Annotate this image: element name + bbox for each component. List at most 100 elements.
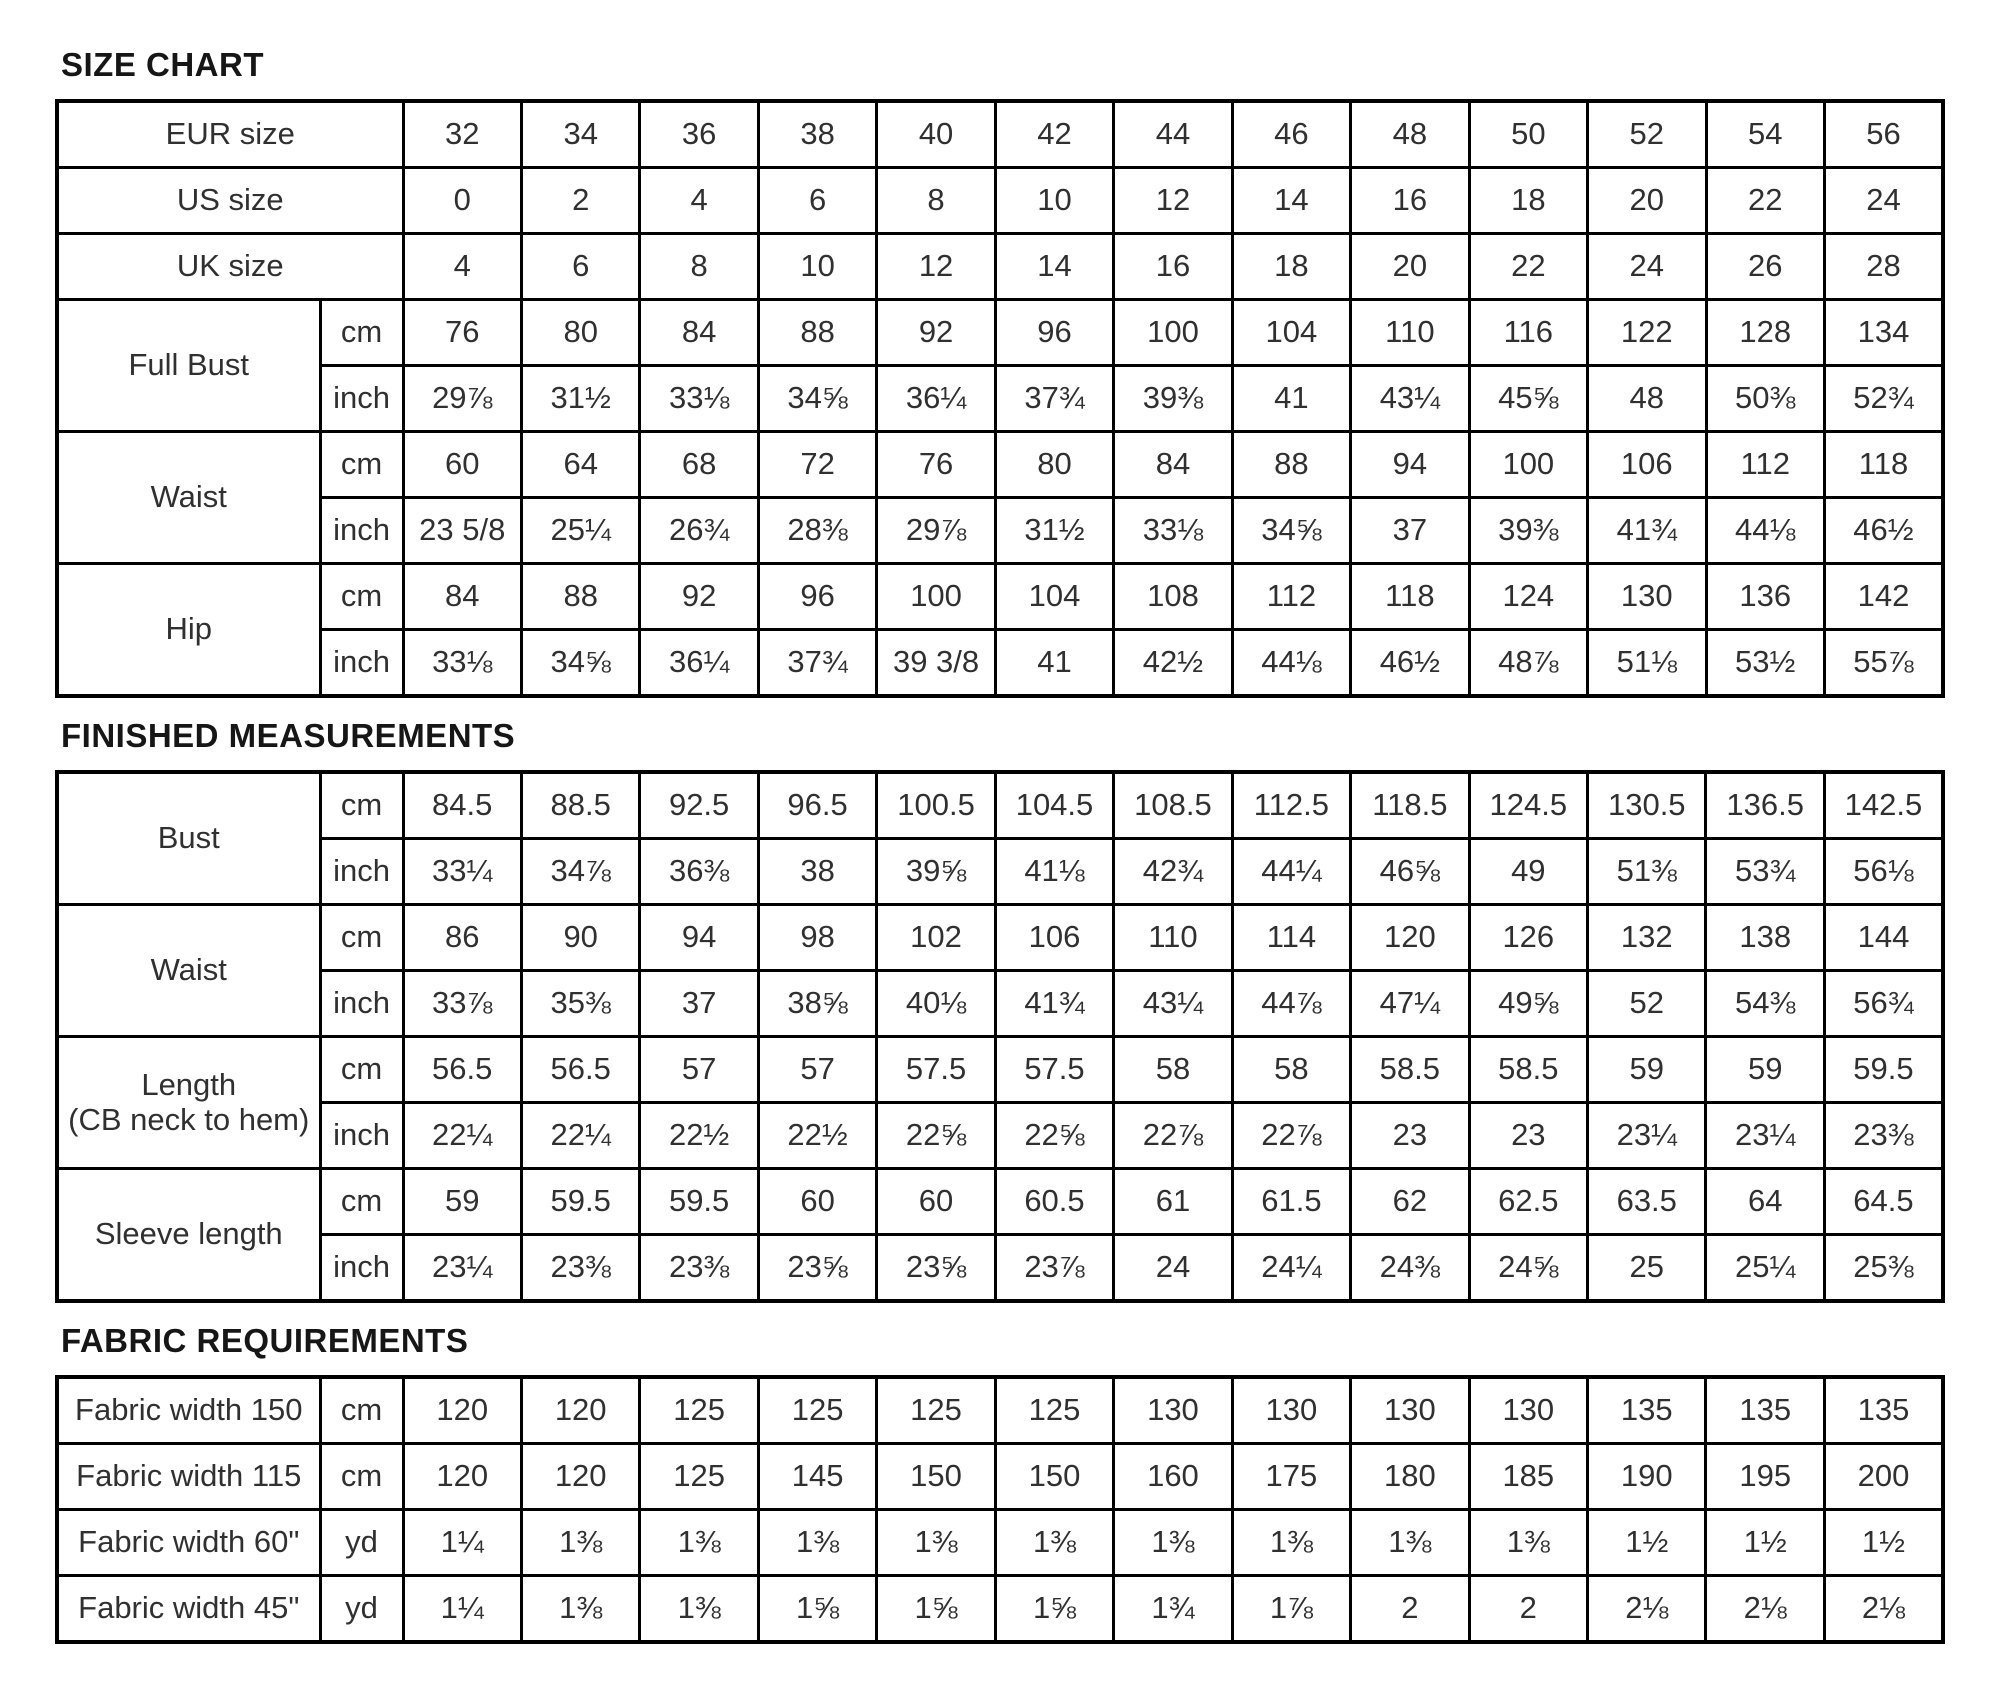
value-cell: 37 xyxy=(638,969,760,1038)
value-cell: 62 xyxy=(1349,1167,1471,1236)
value-cell: 24⅝ xyxy=(1467,1233,1590,1303)
value-cell: 20 xyxy=(1349,232,1471,301)
value-cell: 53½ xyxy=(1704,628,1826,698)
value-cell: 29⅞ xyxy=(401,364,523,433)
value-cell: 49 xyxy=(1467,837,1590,906)
value-cell: 10 xyxy=(993,166,1116,235)
value-cell: 110 xyxy=(1112,903,1234,972)
value-cell: 200 xyxy=(1822,1442,1945,1511)
table-row: Bust cm 84.5 88.5 92.5 96.5 100.5 104.5 108.5 112… xyxy=(55,770,1945,906)
value-cell: 96.5 xyxy=(756,770,879,840)
value-cell: 24⅜ xyxy=(1349,1233,1471,1303)
value-cell: 48⅞ xyxy=(1467,628,1590,698)
value-cell: 1⅜ xyxy=(519,1508,642,1577)
value-cell: 23⅞ xyxy=(993,1233,1116,1303)
value-cell: 135 xyxy=(1704,1375,1826,1445)
value-cell: 136.5 xyxy=(1704,770,1826,840)
value-cell: 6 xyxy=(756,166,879,235)
table-row: US size 0 2 4 6 8 10 12 14 16 18 20 22 24 xyxy=(55,166,1945,235)
value-cell: 42 xyxy=(993,99,1116,169)
row-label: Waist xyxy=(55,903,322,1038)
value-cell: 47¼ xyxy=(1349,969,1471,1038)
value-cell: 23⅜ xyxy=(638,1233,760,1303)
value-cell: 57.5 xyxy=(993,1035,1116,1104)
value-cell: 43¼ xyxy=(1349,364,1471,433)
value-cell: 1⅜ xyxy=(1112,1508,1234,1577)
value-cell: 120 xyxy=(519,1442,642,1511)
value-cell: 92.5 xyxy=(638,770,760,840)
value-cell: 1¾ xyxy=(1112,1574,1234,1644)
value-cell: 190 xyxy=(1586,1442,1708,1511)
value-cell: 57 xyxy=(638,1035,760,1104)
value-cell: 26 xyxy=(1704,232,1826,301)
value-cell: 25¼ xyxy=(519,496,642,565)
value-cell: 1½ xyxy=(1586,1508,1708,1577)
unit-label: inch xyxy=(318,364,405,433)
value-cell: 44 xyxy=(1112,99,1234,169)
value-cell: 24¼ xyxy=(1230,1233,1353,1303)
value-cell: 92 xyxy=(638,562,760,631)
value-cell: 104 xyxy=(1230,298,1353,367)
value-cell: 125 xyxy=(993,1375,1116,1445)
value-cell: 58 xyxy=(1230,1035,1353,1104)
value-cell: 52 xyxy=(1586,969,1708,1038)
row-label: Fabric width 60" xyxy=(55,1508,322,1577)
value-cell: 1¼ xyxy=(401,1508,523,1577)
value-cell: 22⅞ xyxy=(1112,1101,1234,1170)
value-cell: 23⅜ xyxy=(1822,1101,1945,1170)
table-row: inch 23¼ 23⅜ 23⅜ 23⅝ 23⅝ 23⅞ 24 24¼ 24⅜ 24⅝ 25 25¼ 25… xyxy=(57,1233,1945,1303)
value-cell: 62.5 xyxy=(1467,1167,1590,1236)
value-cell: 55⅞ xyxy=(1822,628,1945,698)
value-cell: 22 xyxy=(1467,232,1590,301)
value-cell: 22¼ xyxy=(401,1101,523,1170)
table-row: Fabric width 45" yd 1¼ 1⅜ 1⅜ 1⅝ 1⅝ 1⅝ 1¾ 1⅞ 2 2 2⅛ 2⅛… xyxy=(55,1574,1945,1644)
value-cell: 44⅞ xyxy=(1230,969,1353,1038)
value-cell: 104.5 xyxy=(993,770,1116,840)
table-row: inch 33⅛ 34⅝ 36¼ 37¾ 39 3/8 41 42½ 44⅛ 46½ 48⅞ 51⅛ 5… xyxy=(57,628,1945,698)
value-cell: 35⅜ xyxy=(519,969,642,1038)
value-cell: 108.5 xyxy=(1112,770,1234,840)
value-cell: 59.5 xyxy=(519,1167,642,1236)
value-cell: 31½ xyxy=(519,364,642,433)
unit-label: inch xyxy=(318,1101,405,1170)
value-cell: 44⅛ xyxy=(1230,628,1353,698)
value-cell: 60 xyxy=(875,1167,997,1236)
unit-label: yd xyxy=(318,1574,405,1644)
value-cell: 39 3/8 xyxy=(875,628,997,698)
value-cell: 120 xyxy=(519,1375,642,1445)
value-cell: 22½ xyxy=(638,1101,760,1170)
table-row: inch 33¼ 34⅞ 36⅜ 38 39⅝ 41⅛ 42¾ 44¼ 46⅝ 49 51⅜ 53¾ 56… xyxy=(57,837,1945,906)
value-cell: 34⅝ xyxy=(519,628,642,698)
value-cell: 72 xyxy=(756,430,879,499)
value-cell: 76 xyxy=(875,430,997,499)
value-cell: 88 xyxy=(1230,430,1353,499)
table-row: Hip cm 84 88 92 96 100 104 108 112 118 124 130 136 142 xyxy=(55,562,1945,698)
value-cell: 10 xyxy=(756,232,879,301)
table-row: Full Bust cm 76 80 84 88 92 96 100 104 110 116 122 12… xyxy=(55,298,1945,433)
value-cell: 20 xyxy=(1586,166,1708,235)
value-cell: 118 xyxy=(1349,562,1471,631)
value-cell: 57.5 xyxy=(875,1035,997,1104)
value-cell: 36 xyxy=(638,99,760,169)
unit-label: inch xyxy=(318,969,405,1038)
value-cell: 25¼ xyxy=(1704,1233,1826,1303)
value-cell: 42¾ xyxy=(1112,837,1234,906)
value-cell: 22⅝ xyxy=(875,1101,997,1170)
value-cell: 6 xyxy=(519,232,642,301)
value-cell: 90 xyxy=(519,903,642,972)
unit-label: cm xyxy=(318,1375,405,1445)
value-cell: 48 xyxy=(1586,364,1708,433)
table-row: Waist cm 60 64 68 72 76 80 84 88 94 100 106 112 118 xyxy=(55,430,1945,565)
value-cell: 60 xyxy=(756,1167,879,1236)
value-cell: 33⅛ xyxy=(638,364,760,433)
value-cell: 14 xyxy=(1230,166,1353,235)
value-cell: 1⅜ xyxy=(1467,1508,1590,1577)
row-label: Bust xyxy=(55,770,322,906)
value-cell: 18 xyxy=(1230,232,1353,301)
value-cell: 135 xyxy=(1822,1375,1945,1445)
value-cell: 1⅜ xyxy=(638,1508,760,1577)
size-chart-table: EUR size 32 34 36 38 40 42 44 46 48 50 52 54 56 US siz… xyxy=(55,99,1945,698)
unit-label: cm xyxy=(318,1035,405,1104)
value-cell: 49⅝ xyxy=(1467,969,1590,1038)
value-cell: 60 xyxy=(401,430,523,499)
